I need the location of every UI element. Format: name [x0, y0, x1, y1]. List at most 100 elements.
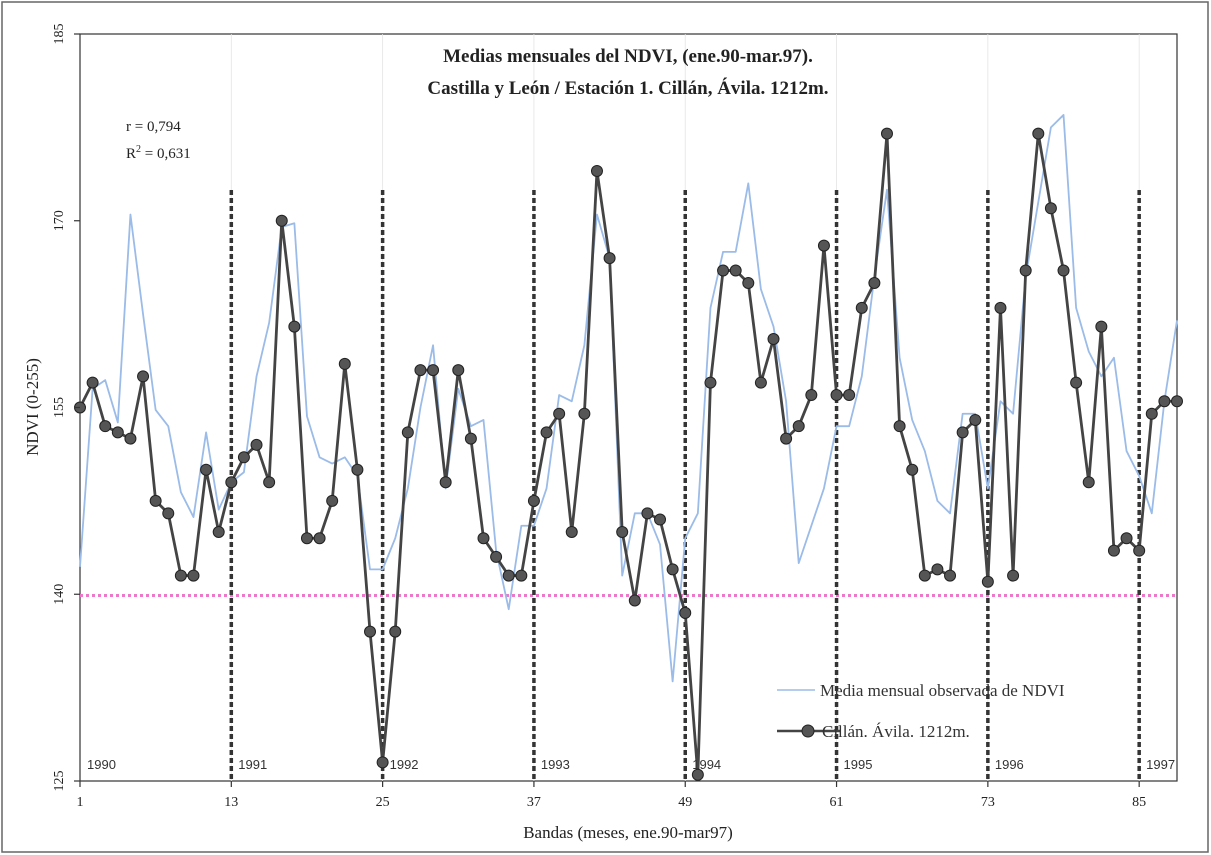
- data-point-cillan: [641, 507, 654, 520]
- data-point-cillan: [275, 214, 288, 227]
- data-point-cillan: [704, 376, 717, 389]
- data-point-cillan: [149, 494, 162, 507]
- data-point-cillan: [527, 494, 540, 507]
- data-point-cillan: [565, 526, 578, 538]
- data-point-cillan: [250, 438, 263, 451]
- data-point-cillan: [174, 569, 187, 582]
- series-line-cillan: [78, 132, 1177, 777]
- data-point-cillan: [162, 507, 175, 520]
- data-point-cillan: [414, 364, 427, 377]
- data-point-cillan: [1019, 264, 1032, 277]
- data-point-cillan: [389, 625, 402, 638]
- data-point-cillan: [1057, 264, 1070, 277]
- data-point-cillan: [603, 252, 616, 265]
- data-point-cillan: [830, 389, 843, 402]
- x-tick-label: 49: [678, 795, 692, 810]
- data-point-cillan: [401, 426, 414, 439]
- y-axis-title: NDVI (0-255): [23, 358, 42, 456]
- data-point-cillan: [792, 420, 805, 433]
- data-point-cillan: [742, 277, 755, 289]
- data-point-cillan: [1107, 544, 1120, 557]
- data-point-cillan: [628, 594, 641, 607]
- data-point-cillan: [1044, 202, 1057, 215]
- data-point-cillan: [1120, 532, 1133, 545]
- y-tick-label: 185: [52, 24, 67, 45]
- data-point-cillan: [313, 532, 326, 545]
- data-point-cillan: [477, 532, 490, 545]
- data-point-cillan: [691, 768, 704, 781]
- data-point-cillan: [464, 432, 477, 445]
- data-point-cillan: [578, 407, 591, 420]
- legend-label-cillan: Cillán. Ávila. 1212m.: [822, 722, 970, 741]
- data-point-cillan: [1032, 127, 1045, 140]
- chart-title-line1: Medias mensuales del NDVI, (ene.90-mar.9…: [443, 46, 813, 67]
- data-point-cillan: [616, 526, 629, 538]
- data-point-cillan: [1095, 320, 1108, 333]
- data-point-cillan: [212, 526, 225, 538]
- x-tick-label: 1: [77, 795, 84, 810]
- data-point-cillan: [1145, 407, 1158, 420]
- data-point-cillan: [326, 494, 339, 507]
- legend-label-observed: Media mensual observada de NDVI: [820, 681, 1065, 700]
- data-point-cillan: [364, 625, 377, 638]
- data-point-cillan: [1171, 395, 1183, 408]
- data-point-cillan: [1007, 569, 1020, 582]
- data-point-cillan: [843, 389, 856, 402]
- data-point-cillan: [855, 301, 868, 314]
- data-point-cillan: [1082, 476, 1095, 489]
- data-point-cillan: [780, 432, 793, 445]
- year-label: 1992: [390, 757, 419, 772]
- x-tick-label: 25: [376, 795, 390, 810]
- year-label: 1995: [844, 757, 873, 772]
- data-point-cillan: [124, 432, 137, 445]
- year-label: 1997: [1146, 757, 1175, 772]
- data-point-cillan: [666, 563, 679, 576]
- data-point-cillan: [515, 569, 528, 582]
- x-tick-label: 61: [830, 795, 844, 810]
- year-labels: 1990 1991 1992 1993 1994 1995 1996 1997: [87, 757, 1175, 772]
- data-point-cillan: [654, 513, 667, 526]
- y-tick-label: 140: [52, 584, 67, 605]
- series-group: [74, 114, 1183, 781]
- x-axis-title: Bandas (meses, ene.90-mar97): [523, 823, 733, 842]
- legend-marker-cillan: [801, 724, 815, 738]
- y-tick-label: 170: [52, 210, 67, 231]
- year-label: 1996: [995, 757, 1024, 772]
- data-point-cillan: [288, 320, 301, 333]
- data-point-cillan: [893, 420, 906, 433]
- data-point-cillan: [994, 301, 1007, 314]
- data-point-cillan: [86, 376, 99, 389]
- data-point-cillan: [263, 476, 276, 489]
- data-point-cillan: [717, 264, 730, 277]
- chart-title-line2: Castilla y León / Estación 1. Cillán, Áv…: [427, 77, 828, 99]
- data-point-cillan: [918, 569, 931, 582]
- y-tick-label: 125: [52, 771, 67, 792]
- plot-area: [79, 33, 1178, 782]
- data-point-cillan: [767, 333, 780, 346]
- x-tick-label: 37: [527, 795, 541, 810]
- data-point-cillan: [679, 606, 692, 619]
- year-label: 1993: [541, 757, 570, 772]
- year-label: 1994: [692, 757, 721, 772]
- data-point-cillan: [376, 756, 389, 769]
- r2-suffix: = 0,631: [141, 146, 191, 162]
- r-annotation: r = 0,794: [126, 119, 181, 135]
- axis-ticks: 1 13 25 37 49 61 73 85 125 140 155 170 185: [52, 24, 1146, 811]
- data-point-cillan: [237, 451, 250, 464]
- year-dividers: [229, 190, 1141, 781]
- data-point-cillan: [1133, 544, 1146, 557]
- data-point-cillan: [439, 476, 452, 489]
- data-point-cillan: [553, 407, 566, 420]
- data-point-cillan: [137, 370, 150, 383]
- data-point-cillan: [338, 357, 351, 370]
- data-point-cillan: [906, 463, 919, 476]
- data-point-cillan: [590, 164, 603, 177]
- data-point-cillan: [969, 413, 982, 426]
- data-point-cillan: [427, 364, 440, 377]
- data-point-cillan: [111, 426, 124, 439]
- data-point-cillan: [868, 277, 881, 289]
- data-point-cillan: [880, 127, 893, 140]
- r2-annotation: R2 = 0,631: [126, 144, 191, 162]
